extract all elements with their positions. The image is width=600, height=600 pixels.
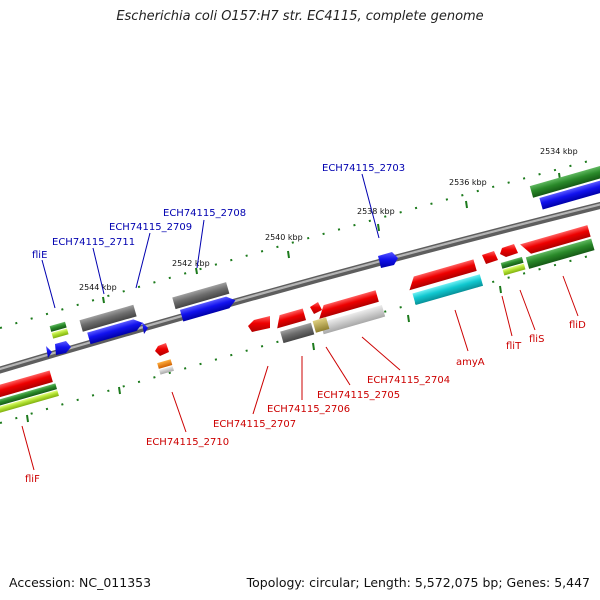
label-ech74115-2708[interactable]: ECH74115_2708 xyxy=(163,208,246,219)
feature-2706[interactable] xyxy=(274,308,307,329)
tick-label-2544: 2544 kbp xyxy=(79,283,117,292)
feature-2703-region[interactable] xyxy=(529,164,600,198)
label-ech74115-2711[interactable]: ECH74115_2711 xyxy=(52,237,135,248)
tick-label-2540: 2540 kbp xyxy=(265,233,303,242)
feature-amya-cyan[interactable] xyxy=(412,274,484,306)
label-ech74115-2705[interactable]: ECH74115_2705 xyxy=(317,390,400,401)
feature-blue-right[interactable] xyxy=(539,177,600,210)
feature-flie-green[interactable] xyxy=(49,321,67,332)
tick-label-2538: 2538 kbp xyxy=(357,207,395,216)
feature-flid-green[interactable] xyxy=(525,238,595,269)
feature-2703[interactable] xyxy=(378,252,398,268)
feature-flis[interactable] xyxy=(500,244,518,257)
feature-flif-lime[interactable] xyxy=(0,390,59,417)
feature-2707[interactable] xyxy=(248,316,270,332)
feature-flie-lime[interactable] xyxy=(51,328,69,339)
forward-features xyxy=(46,164,600,358)
feature-flit-green[interactable] xyxy=(500,256,524,269)
tick-labels: 2534 kbp 2536 kbp 2538 kbp 2540 kbp 2542… xyxy=(79,147,578,292)
feature-2709[interactable] xyxy=(79,304,137,332)
labels-top: ECH74115_2703 ECH74115_2708 ECH74115_270… xyxy=(32,163,405,261)
major-ticks xyxy=(26,172,561,423)
label-flif[interactable]: fliF xyxy=(25,474,40,485)
label-ech74115-2703[interactable]: ECH74115_2703 xyxy=(322,163,405,174)
map-title: Escherichia coli O157:H7 str. EC4115, co… xyxy=(116,9,484,24)
label-flis[interactable]: fliS xyxy=(529,334,544,345)
feature-2710[interactable] xyxy=(155,343,169,356)
label-ech74115-2710[interactable]: ECH74115_2710 xyxy=(146,437,229,448)
labels-bottom: fliD fliS fliT amyA ECH74115_2704 ECH741… xyxy=(25,320,586,485)
feature-2708-blue[interactable] xyxy=(179,294,237,322)
tick-label-2542: 2542 kbp xyxy=(172,259,210,268)
label-flid[interactable]: fliD xyxy=(569,320,586,331)
reverse-features xyxy=(0,225,595,417)
label-ech74115-2709[interactable]: ECH74115_2709 xyxy=(109,222,192,233)
feature-2705-olive[interactable] xyxy=(312,317,330,333)
feature-flit-lime[interactable] xyxy=(502,263,526,276)
feature-2705[interactable] xyxy=(310,302,322,314)
feature-2709-blue[interactable] xyxy=(87,317,144,345)
feature-2708[interactable] xyxy=(172,282,230,310)
feature-2704-light[interactable] xyxy=(320,305,386,335)
feature-flid[interactable] xyxy=(520,225,591,256)
leader-lines-bottom xyxy=(21,275,579,471)
label-amya[interactable]: amyA xyxy=(456,357,485,368)
feature-flie-small[interactable] xyxy=(46,346,52,358)
leader-lines-top xyxy=(41,173,380,309)
label-flie[interactable]: fliE xyxy=(32,250,47,261)
label-ech74115-2704[interactable]: ECH74115_2704 xyxy=(367,375,450,386)
feature-2704[interactable] xyxy=(316,290,379,319)
feature-flif[interactable] xyxy=(0,370,53,403)
backbone xyxy=(0,201,600,374)
tick-label-2536: 2536 kbp xyxy=(449,178,487,187)
feature-2710-orange[interactable] xyxy=(157,359,173,369)
accession-text: Accession: NC_011353 xyxy=(9,575,152,590)
feature-2706-gray[interactable] xyxy=(280,322,315,344)
feature-2711[interactable] xyxy=(142,322,148,334)
label-ech74115-2706[interactable]: ECH74115_2706 xyxy=(267,404,350,415)
genome-summary-text: Topology: circular; Length: 5,572,075 bp… xyxy=(246,575,590,590)
feature-2710-light[interactable] xyxy=(159,365,174,375)
feature-flit[interactable] xyxy=(482,251,498,264)
label-ech74115-2707[interactable]: ECH74115_2707 xyxy=(213,419,296,430)
feature-flif-green[interactable] xyxy=(0,383,58,411)
feature-amya[interactable] xyxy=(406,259,477,291)
feature-flie[interactable] xyxy=(55,341,71,355)
label-flit[interactable]: fliT xyxy=(506,341,522,352)
tick-label-2534: 2534 kbp xyxy=(540,147,578,156)
